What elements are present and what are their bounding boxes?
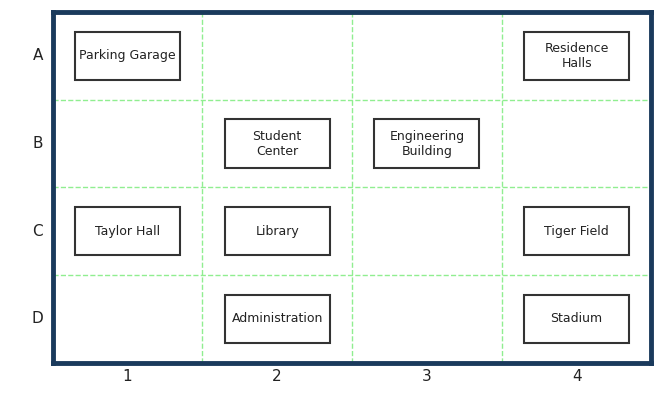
FancyBboxPatch shape — [75, 32, 180, 80]
Text: D: D — [32, 312, 43, 326]
FancyBboxPatch shape — [225, 119, 330, 168]
Text: Administration: Administration — [232, 312, 323, 325]
Text: Engineering
Building: Engineering Building — [390, 130, 465, 158]
Text: Student
Center: Student Center — [253, 130, 302, 158]
Text: Parking Garage: Parking Garage — [79, 50, 176, 62]
FancyBboxPatch shape — [524, 295, 629, 343]
Text: Tiger Field: Tiger Field — [544, 225, 609, 238]
Text: 4: 4 — [572, 369, 582, 384]
FancyBboxPatch shape — [524, 32, 629, 80]
FancyBboxPatch shape — [225, 295, 330, 343]
FancyBboxPatch shape — [75, 207, 180, 256]
FancyBboxPatch shape — [374, 119, 479, 168]
Text: Taylor Hall: Taylor Hall — [95, 225, 160, 238]
Text: 3: 3 — [422, 369, 432, 384]
FancyBboxPatch shape — [225, 207, 330, 256]
FancyBboxPatch shape — [524, 207, 629, 256]
Text: Stadium: Stadium — [551, 312, 603, 325]
Text: C: C — [32, 224, 43, 239]
Text: 1: 1 — [122, 369, 132, 384]
Text: 2: 2 — [272, 369, 282, 384]
Text: Residence
Halls: Residence Halls — [544, 42, 609, 70]
Text: A: A — [32, 48, 43, 63]
Text: B: B — [32, 136, 43, 151]
Text: Library: Library — [255, 225, 299, 238]
